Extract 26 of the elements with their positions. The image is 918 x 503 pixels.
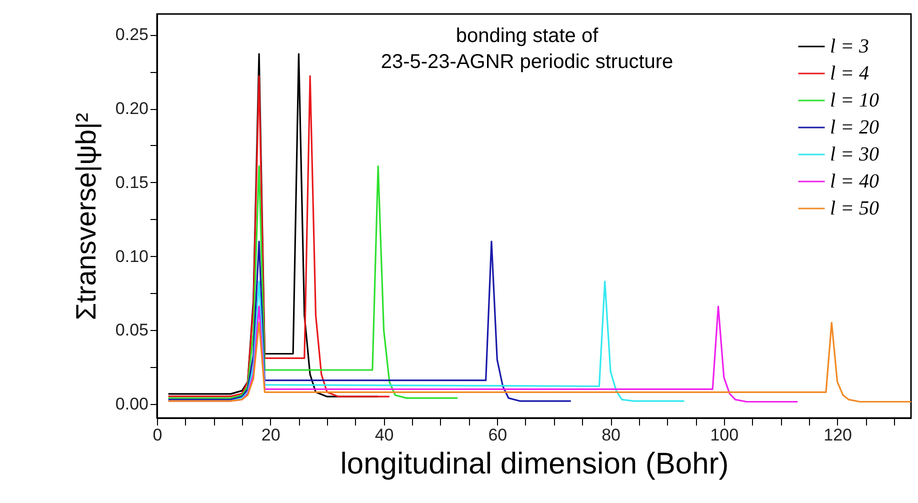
y-tick-label: 0.00 [115, 394, 148, 414]
x-tick-label: 120 [824, 426, 852, 444]
legend-label: l = 30 [830, 144, 880, 166]
x-tick-label: 100 [710, 426, 739, 444]
y-tick-label: 0.15 [115, 172, 148, 192]
x-tick-label: 80 [602, 426, 620, 444]
text: bonding state of 23-5-23-AGNR periodic structure [380, 25, 674, 73]
x-tick-label: 40 [374, 426, 394, 444]
legend-label: l = 10 [830, 90, 880, 112]
legend-label: l = 3 [830, 36, 870, 58]
x-tick-label: 20 [261, 426, 280, 444]
x-axis-title: longitudinal dimension (Bohr) [340, 448, 729, 480]
legend-label: l = 20 [830, 116, 880, 138]
line-series [168, 165, 458, 399]
y-tick-label: 0.10 [115, 246, 148, 266]
x-tick-label: 60 [488, 426, 508, 444]
y-tick-label: 0.25 [115, 25, 148, 44]
y-tick-label: 0.05 [115, 320, 148, 340]
y-tick-label: 0.20 [115, 99, 148, 118]
legend-label: l = 4 [830, 62, 870, 84]
y-axis-title: Σtransverse|ψb|² [70, 112, 102, 320]
legend-label: l = 50 [830, 198, 880, 220]
line-series [168, 240, 572, 402]
x-tick-label: 0 [152, 426, 162, 444]
line-series [168, 322, 911, 403]
legend-label: l = 40 [830, 170, 880, 192]
